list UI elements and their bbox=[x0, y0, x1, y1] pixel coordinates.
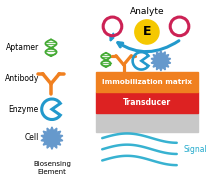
Text: Enzyme: Enzyme bbox=[9, 105, 39, 114]
Text: Biosensing
Element: Biosensing Element bbox=[33, 161, 71, 175]
Circle shape bbox=[135, 20, 159, 44]
Text: Transducer: Transducer bbox=[123, 98, 171, 107]
Polygon shape bbox=[41, 127, 63, 149]
Bar bbox=[96, 113, 198, 132]
Text: Signal: Signal bbox=[183, 145, 207, 154]
Bar bbox=[96, 72, 198, 92]
Text: Analyte: Analyte bbox=[130, 7, 164, 16]
Text: Antibody: Antibody bbox=[4, 74, 39, 83]
Text: Cell: Cell bbox=[25, 133, 39, 142]
Bar bbox=[96, 92, 198, 113]
Text: Immobilization matrix: Immobilization matrix bbox=[102, 79, 192, 85]
Polygon shape bbox=[151, 51, 171, 71]
Text: E: E bbox=[143, 26, 151, 39]
Text: Aptamer: Aptamer bbox=[6, 43, 39, 52]
